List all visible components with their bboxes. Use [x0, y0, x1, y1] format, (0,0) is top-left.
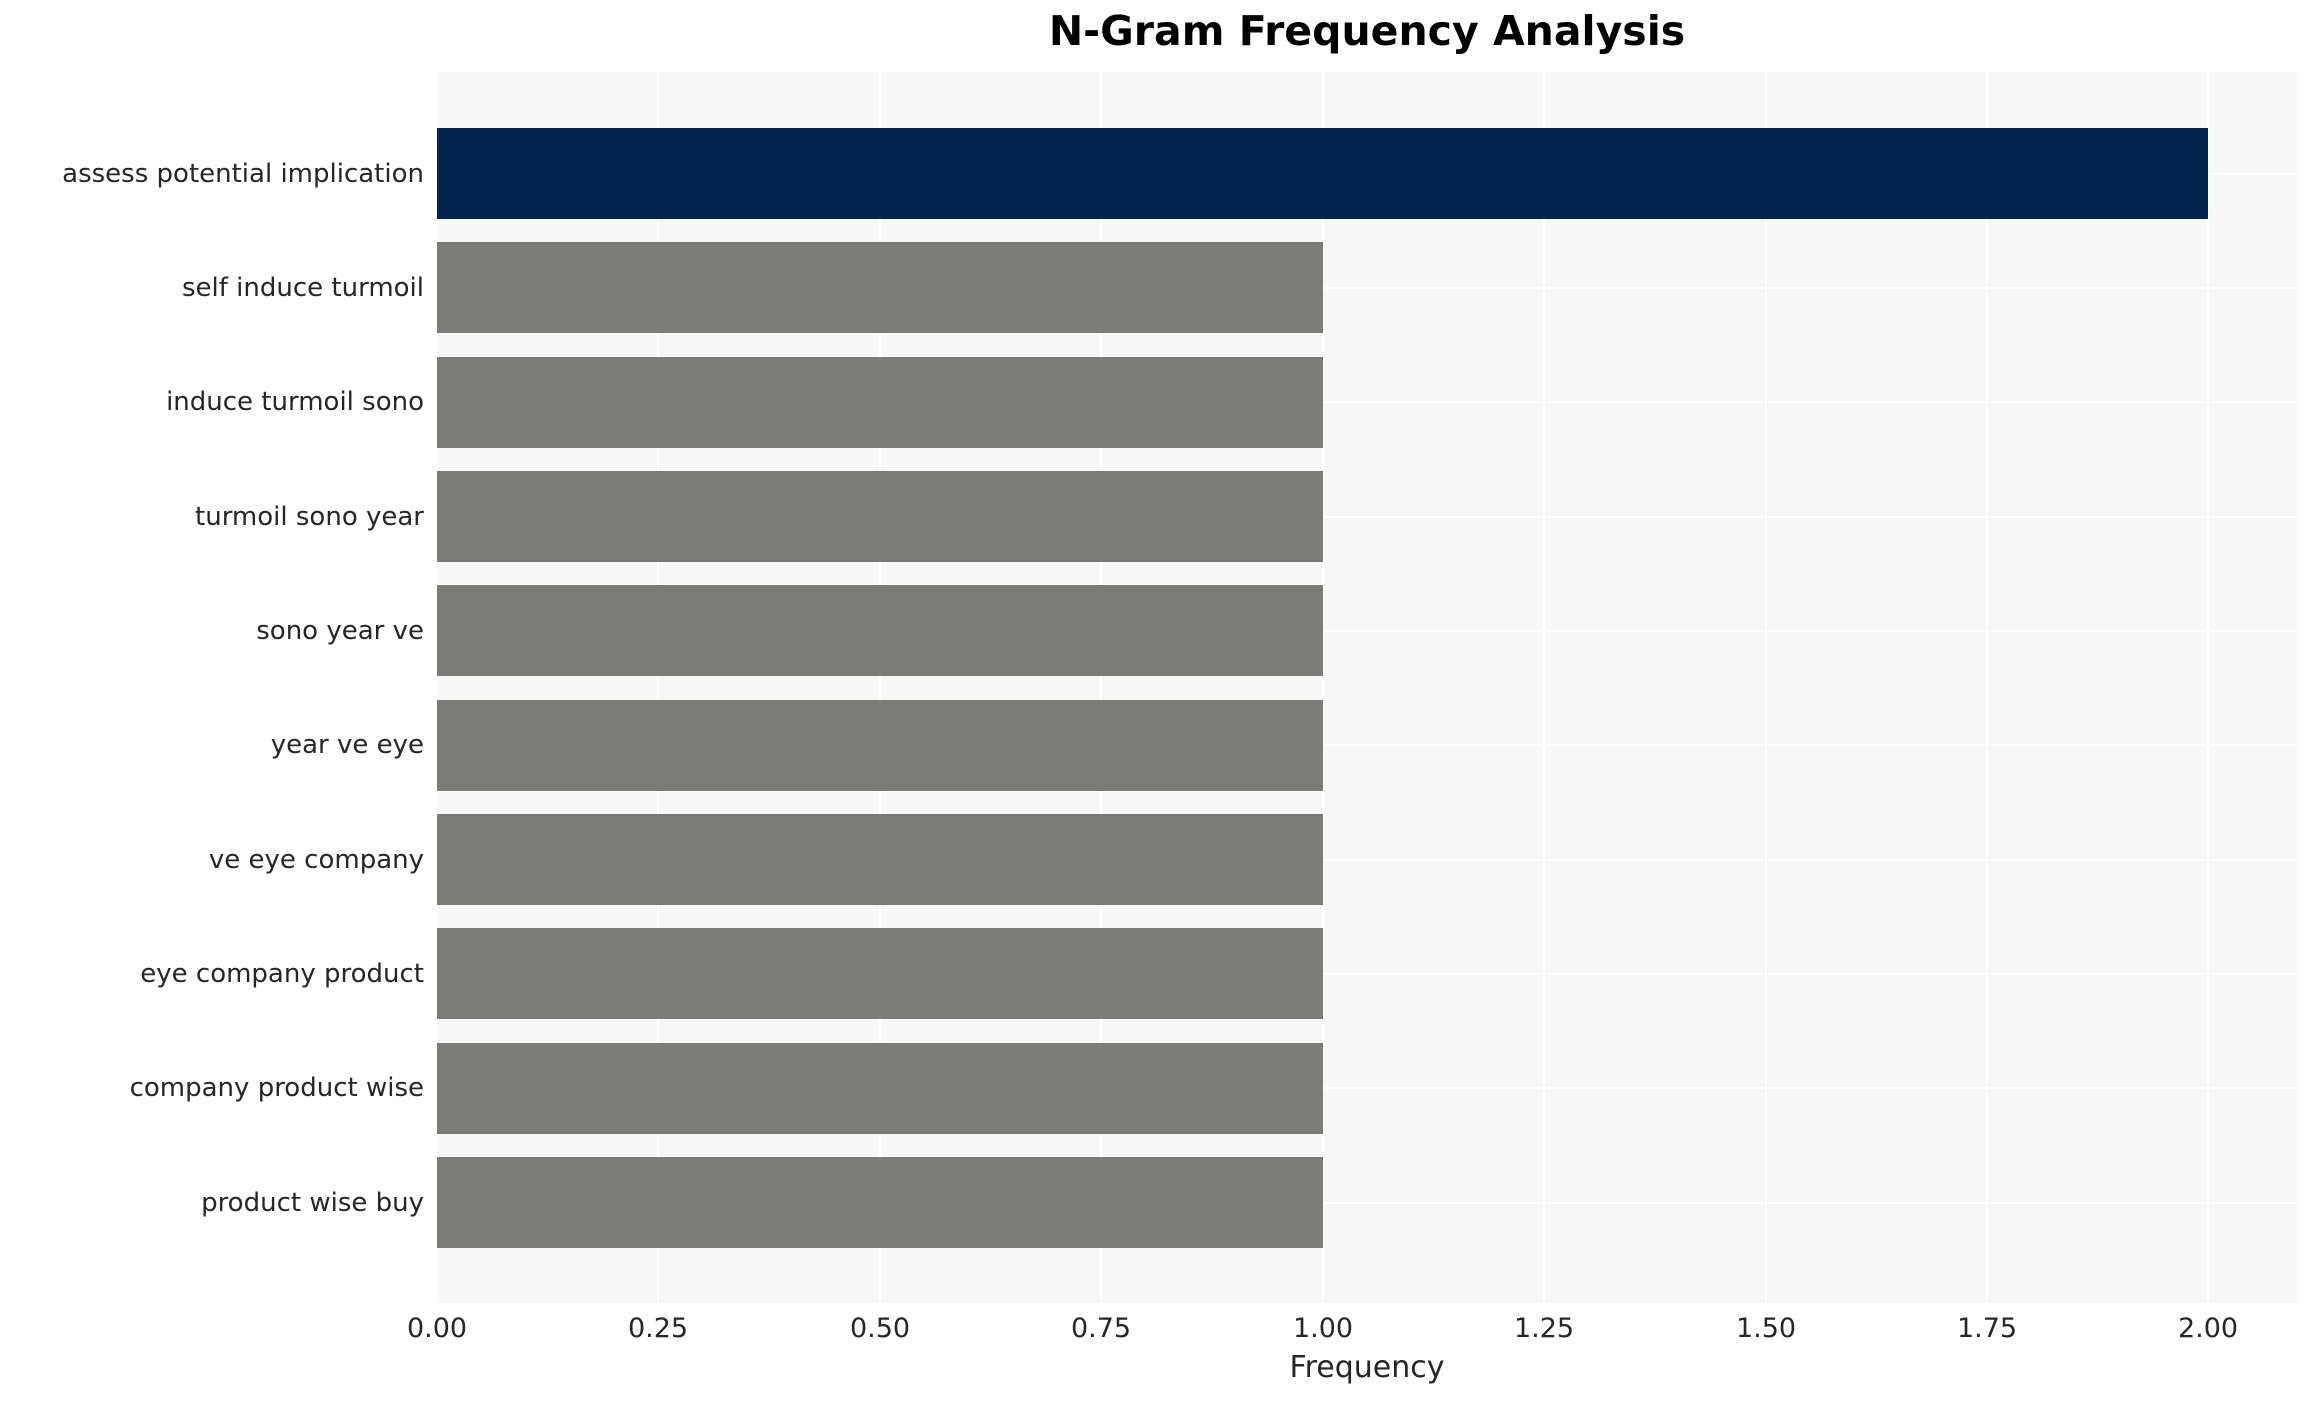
bar [437, 357, 1323, 448]
bar [437, 242, 1323, 333]
x-tick-label: 1.75 [1956, 1313, 2018, 1344]
x-tick-label: 1.25 [1513, 1313, 1575, 1344]
y-tick-label: eye company product [140, 959, 424, 989]
x-tick-label: 0.50 [849, 1313, 911, 1344]
gridline-vertical [657, 72, 659, 1303]
x-tick-label: 2.00 [2177, 1313, 2239, 1344]
y-tick-label: product wise buy [201, 1188, 424, 1218]
y-tick-label: assess potential implication [62, 159, 424, 189]
y-tick-label: turmoil sono year [195, 502, 424, 532]
y-tick-label: company product wise [129, 1073, 424, 1103]
y-tick-label: year ve eye [270, 730, 424, 760]
gridline-horizontal [437, 859, 2297, 861]
gridline-horizontal [437, 1202, 2297, 1204]
bar [437, 700, 1323, 791]
bar [437, 1157, 1323, 1248]
gridline-vertical [1543, 72, 1545, 1303]
x-tick-label: 1.00 [1292, 1313, 1354, 1344]
gridline-horizontal [437, 1087, 2297, 1089]
gridline-horizontal [437, 401, 2297, 403]
y-tick-label: ve eye company [208, 845, 424, 875]
gridline-horizontal [437, 516, 2297, 518]
x-axis-title: Frequency [1289, 1350, 1445, 1385]
gridline-vertical [1100, 72, 1102, 1303]
x-tick-label: 0.25 [627, 1313, 689, 1344]
plot-area [436, 72, 2297, 1303]
gridline-vertical [436, 72, 438, 1303]
gridline-horizontal [437, 744, 2297, 746]
bar [437, 814, 1323, 905]
gridline-horizontal [437, 630, 2297, 632]
x-tick-label: 0.75 [1070, 1313, 1132, 1344]
gridline-horizontal [437, 973, 2297, 975]
x-tick-label: 0.00 [406, 1313, 468, 1344]
gridline-vertical [1322, 72, 1324, 1303]
gridline-vertical [879, 72, 881, 1303]
bar [437, 1043, 1323, 1134]
gridline-horizontal [437, 287, 2297, 289]
x-tick-label: 1.50 [1735, 1313, 1797, 1344]
y-tick-label: induce turmoil sono [166, 387, 424, 417]
y-tick-label: sono year ve [256, 616, 424, 646]
bar [437, 585, 1323, 676]
bar [437, 471, 1323, 562]
bar [437, 928, 1323, 1019]
y-tick-label: self induce turmoil [181, 273, 424, 303]
gridline-vertical [2207, 72, 2209, 1303]
chart-title: N-Gram Frequency Analysis [1048, 7, 1686, 55]
gridline-vertical [1765, 72, 1767, 1303]
gridline-vertical [1986, 72, 1988, 1303]
bar [437, 128, 2208, 219]
